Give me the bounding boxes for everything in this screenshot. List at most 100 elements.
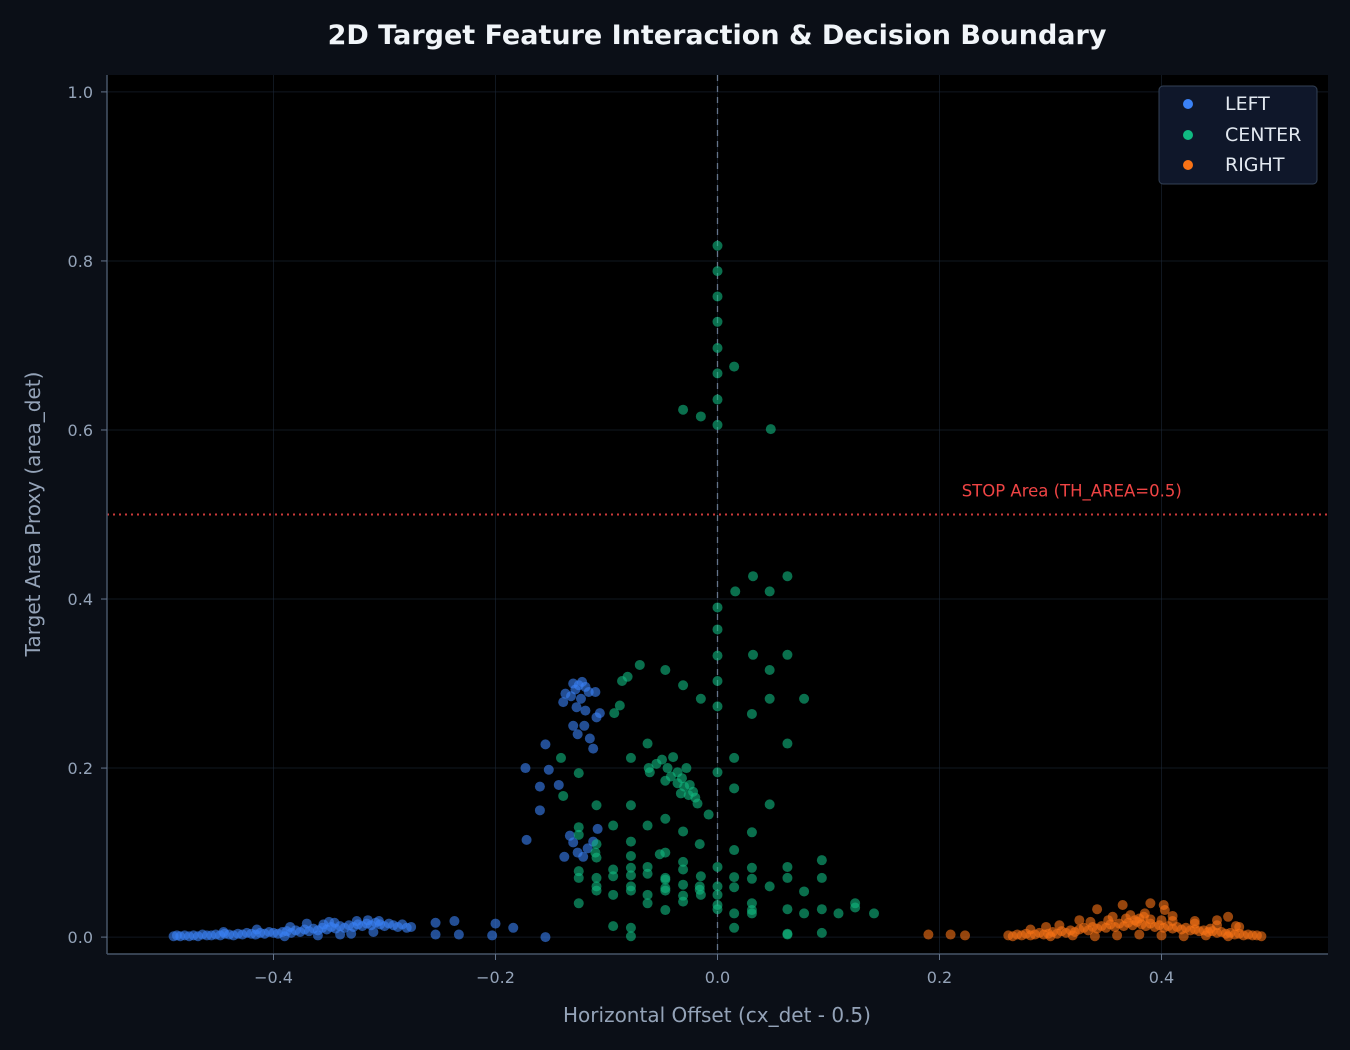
data-point-right [1054, 920, 1065, 931]
data-point-left [580, 705, 591, 716]
data-point-center [695, 411, 706, 422]
data-point-center [678, 680, 689, 691]
data-point-center [850, 902, 861, 913]
data-point-center [591, 872, 602, 883]
data-point-center [608, 889, 619, 900]
series-center [555, 240, 880, 942]
data-point-right [923, 929, 934, 940]
data-point-left [346, 928, 357, 939]
data-point-center [712, 266, 723, 277]
data-point-right [945, 929, 956, 940]
ticks: −0.4 −0.2 0.0 0.2 0.4 0.0 0.2 0.4 0.6 0.8 1.0 [68, 83, 1175, 987]
data-point-center [681, 763, 692, 774]
data-point-left [335, 929, 346, 940]
data-point-left [558, 697, 569, 708]
x-tick-label: 0.0 [705, 968, 730, 987]
data-point-center [712, 881, 723, 892]
data-point-center [609, 708, 620, 719]
data-point-center [746, 708, 757, 719]
data-point-left [285, 921, 296, 932]
data-point-center [746, 862, 757, 873]
x-tick-label: −0.4 [254, 968, 293, 987]
data-point-center [712, 701, 723, 712]
data-point-center [660, 775, 671, 786]
data-point-center [712, 394, 723, 405]
data-point-center [642, 738, 653, 749]
data-point-left [579, 720, 590, 731]
series-left [168, 676, 605, 943]
data-point-left [584, 733, 595, 744]
data-point-center [729, 882, 740, 893]
data-point-right [1159, 905, 1170, 916]
x-tick-label: −0.2 [476, 968, 515, 987]
legend-marker-left [1183, 99, 1193, 109]
data-point-right [1223, 931, 1234, 942]
data-point-right [1156, 915, 1167, 926]
data-point-center [729, 783, 740, 794]
data-point-right [1041, 921, 1052, 932]
data-point-left [279, 931, 290, 942]
data-point-center [782, 649, 793, 660]
data-point-center [591, 852, 602, 863]
data-point-center [746, 873, 757, 884]
data-point-center [660, 885, 671, 896]
data-point-center [712, 767, 723, 778]
data-point-right [1223, 911, 1234, 922]
data-point-right [1134, 913, 1145, 924]
data-point-center [625, 752, 636, 763]
data-point-right [1134, 929, 1145, 940]
data-point-left [520, 763, 531, 774]
data-point-center [782, 738, 793, 749]
data-point-left [553, 779, 564, 790]
legend-label-center: CENTER [1225, 124, 1301, 146]
data-point-left [559, 851, 570, 862]
data-point-center [660, 905, 671, 916]
data-point-right [1025, 924, 1036, 935]
data-point-center [799, 886, 810, 897]
data-point-center [712, 624, 723, 635]
data-point-right [1112, 930, 1123, 941]
data-point-center [695, 693, 706, 704]
data-point-center [748, 571, 759, 582]
data-point-left [568, 837, 579, 848]
data-point-center [765, 424, 776, 435]
data-point-right [1107, 911, 1118, 922]
data-point-center [642, 889, 653, 900]
data-point-center [573, 768, 584, 779]
data-point-center [678, 864, 689, 875]
series-right [923, 898, 1267, 942]
data-point-left [575, 693, 586, 704]
data-point-center [712, 676, 723, 687]
data-point-center [625, 836, 636, 847]
data-point-center [764, 665, 775, 676]
data-point-center [657, 754, 667, 765]
data-point-left [251, 924, 262, 935]
data-point-center [764, 586, 775, 597]
data-point-left [218, 927, 229, 938]
data-point-left [578, 851, 589, 862]
data-point-center [625, 922, 636, 933]
stop-area-annotation: STOP Area (TH_AREA=0.5) [962, 482, 1182, 502]
data-point-left [588, 743, 599, 754]
data-point-center [642, 820, 653, 831]
data-point-left [540, 932, 551, 943]
data-point-center [573, 822, 584, 833]
data-point-center [668, 752, 679, 763]
data-point-left [453, 929, 464, 940]
data-point-center [660, 813, 671, 824]
data-point-center [712, 650, 723, 661]
data-point-left [487, 930, 498, 941]
data-point-center [675, 788, 686, 799]
data-point-left [301, 918, 312, 929]
data-point-right [1045, 931, 1056, 942]
chart-title: 2D Target Feature Interaction & Decision… [328, 20, 1107, 51]
data-point-center [869, 908, 880, 919]
data-point-center [625, 931, 636, 942]
data-point-left [540, 739, 551, 750]
data-point-center [712, 368, 723, 379]
data-point-left [318, 919, 329, 930]
data-point-center [634, 659, 645, 670]
y-tick-label: 0.2 [68, 759, 93, 778]
data-point-center [712, 602, 723, 613]
